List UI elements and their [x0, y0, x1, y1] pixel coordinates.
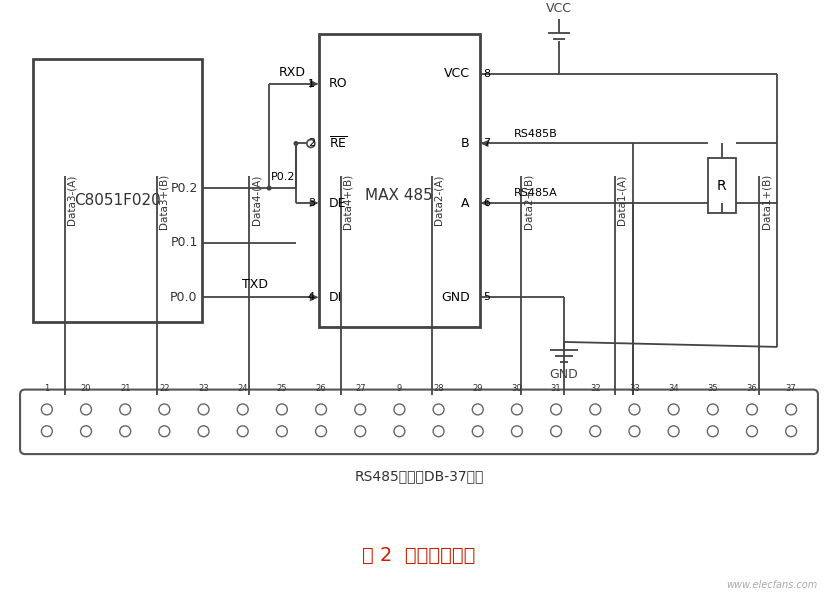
Text: 4: 4 — [308, 292, 315, 302]
Text: 36: 36 — [747, 384, 758, 393]
Text: 29: 29 — [473, 384, 483, 393]
Text: Data4+(B): Data4+(B) — [343, 174, 353, 230]
Text: RXD: RXD — [279, 66, 306, 79]
Text: 21: 21 — [120, 384, 131, 393]
Circle shape — [293, 141, 298, 146]
Text: RS485通信卡DB-37插座: RS485通信卡DB-37插座 — [354, 469, 484, 483]
Text: Data1+(B): Data1+(B) — [762, 174, 771, 230]
Text: VCC: VCC — [443, 67, 469, 80]
Text: P0.2: P0.2 — [272, 172, 296, 182]
Text: 35: 35 — [707, 384, 718, 393]
Text: 1: 1 — [44, 384, 49, 393]
Text: 5: 5 — [484, 292, 490, 302]
Text: GND: GND — [441, 291, 469, 304]
Text: Data4-(A): Data4-(A) — [251, 174, 261, 224]
Text: 27: 27 — [355, 384, 365, 393]
Text: MAX 485: MAX 485 — [365, 188, 433, 203]
Text: 25: 25 — [277, 384, 287, 393]
Text: 图 2  硬件电路原理: 图 2 硬件电路原理 — [362, 546, 476, 565]
Bar — [318, 35, 479, 327]
Text: 24: 24 — [237, 384, 248, 393]
Text: GND: GND — [550, 368, 578, 381]
Text: RO: RO — [328, 77, 347, 90]
Text: 20: 20 — [80, 384, 91, 393]
Text: C8051F020: C8051F020 — [74, 193, 161, 208]
Text: 7: 7 — [484, 139, 490, 149]
Text: Data2-(A): Data2-(A) — [434, 174, 444, 224]
Bar — [708, 158, 736, 213]
Text: Data2+(B): Data2+(B) — [523, 174, 533, 230]
Text: R: R — [716, 178, 727, 193]
Text: Data3+(B): Data3+(B) — [159, 174, 169, 230]
Text: www.elecfans.com: www.elecfans.com — [726, 580, 817, 590]
Text: TXD: TXD — [242, 278, 268, 292]
Polygon shape — [480, 199, 489, 206]
Text: 2: 2 — [308, 139, 315, 149]
Text: 37: 37 — [786, 384, 797, 393]
Text: P0.0: P0.0 — [170, 291, 198, 304]
Text: 33: 33 — [629, 384, 640, 393]
Circle shape — [266, 186, 272, 190]
Text: 32: 32 — [590, 384, 601, 393]
Text: $\overline{\rm RE}$: $\overline{\rm RE}$ — [328, 136, 347, 151]
Text: P0.2: P0.2 — [170, 181, 198, 195]
Polygon shape — [310, 80, 318, 88]
Text: DE: DE — [328, 196, 346, 209]
Text: 26: 26 — [316, 384, 326, 393]
Text: 8: 8 — [484, 69, 490, 79]
Text: 9: 9 — [396, 384, 402, 393]
Bar — [33, 59, 202, 322]
Text: B: B — [461, 137, 469, 150]
Text: Data3-(A): Data3-(A) — [67, 174, 77, 224]
Text: A: A — [461, 196, 469, 209]
Text: 6: 6 — [484, 198, 490, 208]
Text: Data1-(A): Data1-(A) — [617, 174, 627, 224]
Text: 3: 3 — [308, 198, 315, 208]
Text: P0.1: P0.1 — [170, 236, 198, 249]
Text: DI: DI — [328, 291, 342, 304]
Polygon shape — [480, 140, 489, 147]
Text: 30: 30 — [512, 384, 522, 393]
Text: 31: 31 — [551, 384, 561, 393]
Text: 23: 23 — [199, 384, 209, 393]
Polygon shape — [310, 293, 318, 301]
Text: 28: 28 — [433, 384, 444, 393]
Text: 22: 22 — [159, 384, 169, 393]
Text: RS485A: RS485A — [515, 188, 558, 198]
Text: 34: 34 — [669, 384, 679, 393]
Text: RS485B: RS485B — [515, 129, 558, 139]
Text: 1: 1 — [308, 79, 315, 89]
Text: VCC: VCC — [546, 2, 572, 15]
Polygon shape — [310, 199, 318, 207]
